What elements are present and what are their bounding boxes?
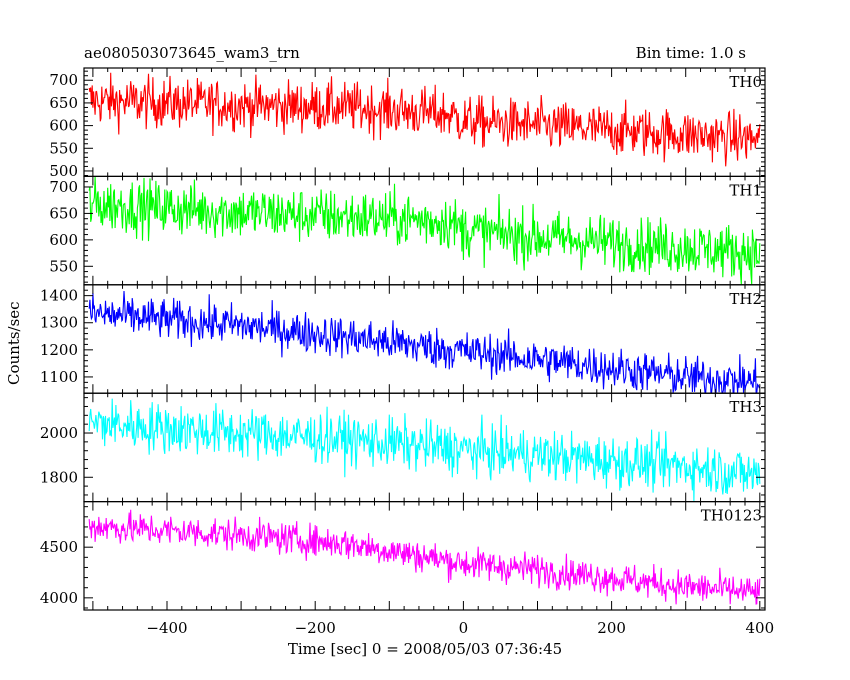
panel-label-th0123: TH0123 [701, 507, 762, 525]
y-tick-label: 4000 [40, 589, 78, 607]
panel-label-th3: TH3 [729, 398, 762, 416]
panel-frame [83, 501, 766, 611]
y-tick-label: 550 [49, 257, 78, 275]
series-th2 [88, 290, 761, 394]
x-tick-label: 0 [459, 619, 469, 637]
x-tick-label: 200 [597, 619, 626, 637]
y-tick-label: 1200 [40, 341, 78, 359]
y-tick-label: 1800 [40, 468, 78, 486]
x-tick-label: −200 [295, 619, 336, 637]
series-th3 [88, 398, 761, 501]
y-tick-label: 1400 [40, 287, 78, 305]
y-axis-label: Counts/sec [5, 301, 23, 385]
y-tick-label: 600 [49, 231, 78, 249]
y-tick-label: 2000 [40, 424, 78, 442]
y-tick-label: 700 [49, 71, 78, 89]
y-tick-label: 600 [49, 117, 78, 135]
panel-label-th1: TH1 [729, 181, 762, 199]
chart-title: ae080503073645_wam3_trn [84, 44, 300, 62]
x-tick-label: −400 [146, 619, 187, 637]
y-tick-label: 1100 [40, 368, 78, 386]
x-axis-label: Time [sec] 0 = 2008/05/03 07:36:45 [287, 640, 563, 658]
panel-label-th0: TH0 [729, 73, 762, 91]
series-th1 [88, 176, 761, 285]
bin-time-label: Bin time: 1.0 s [635, 44, 746, 62]
y-tick-label: 4500 [40, 538, 78, 556]
y-tick-label: 1300 [40, 314, 78, 332]
y-tick-label: 650 [49, 94, 78, 112]
y-tick-label: 700 [49, 178, 78, 196]
y-tick-label: 650 [49, 204, 78, 222]
series-th0 [88, 72, 761, 167]
x-tick-label: 400 [745, 619, 774, 637]
y-tick-label: 500 [49, 162, 78, 180]
panel-frame [83, 175, 766, 286]
y-tick-label: 550 [49, 139, 78, 157]
series-th0123 [88, 509, 761, 605]
panel-label-th2: TH2 [729, 290, 762, 308]
